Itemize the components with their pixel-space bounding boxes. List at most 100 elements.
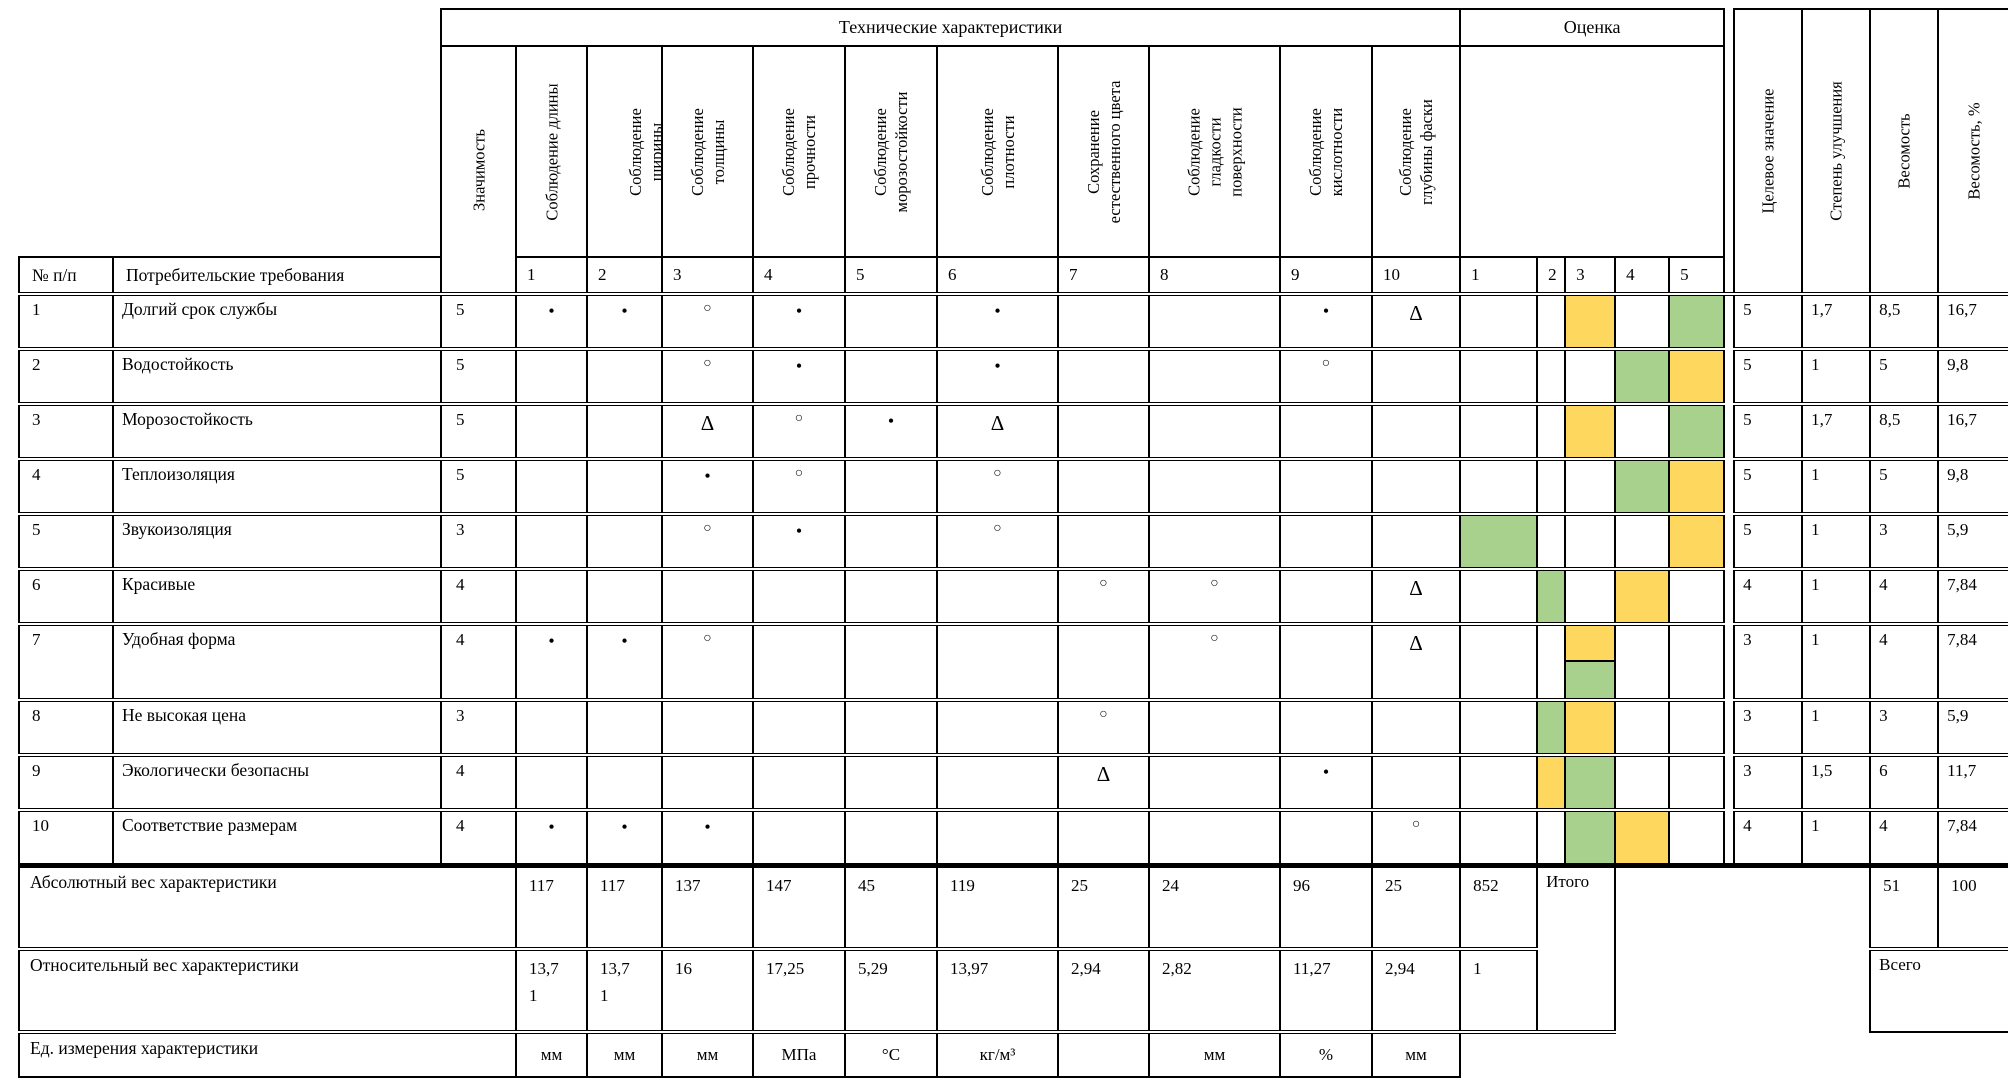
eval-cell — [1564, 347, 1617, 406]
weight-pct-value: 16,7 — [1937, 402, 2008, 461]
row-number: 5 — [18, 512, 114, 571]
significance-value: 3 — [440, 512, 517, 571]
eval-cell — [1459, 402, 1539, 461]
relation-symbol-cell — [752, 753, 846, 812]
weight-value: 8,5 — [1869, 292, 1940, 351]
unit-value: МПа — [752, 1031, 846, 1078]
relation-symbol-cell — [752, 698, 846, 757]
relation-symbol-cell: • — [1279, 292, 1373, 351]
relation-symbol-cell — [586, 512, 663, 571]
relation-symbol-cell — [844, 622, 938, 702]
tech-column-label: Сохранение естественного цвета — [1083, 80, 1124, 223]
absolute-weight-total: 852 — [1459, 862, 1539, 951]
tech-column-label: Соблюдение длины — [542, 82, 561, 221]
relation-symbol-cell — [515, 753, 588, 812]
blank-area — [1615, 949, 1669, 1032]
eval-highlight-cell — [1459, 512, 1539, 571]
tech-column-label: Соблюдение кислотности — [1306, 107, 1346, 196]
eval-cell — [1459, 622, 1539, 702]
column-header-improvement-label: Степень улучшения — [1826, 81, 1846, 221]
requirement-label: Красивые — [112, 567, 442, 626]
eval-cell — [1614, 753, 1671, 812]
relation-symbol-cell: Δ — [1370, 292, 1462, 351]
relation-symbol-cell — [1057, 347, 1150, 406]
eval-column-number: 4 — [1614, 256, 1671, 296]
eval-highlight-cell — [1614, 457, 1671, 516]
tech-column-number: 4 — [752, 256, 846, 296]
relation-symbol-cell: ○ — [1148, 622, 1281, 702]
relation-symbol-cell: Δ — [936, 402, 1059, 461]
eval-highlight-cell — [1564, 698, 1617, 757]
relation-symbol-cell — [1370, 698, 1462, 757]
eval-cell — [1459, 753, 1539, 812]
weight-value: 5 — [1869, 347, 1940, 406]
tech-column-label: Соблюдение гладкости поверхности — [1184, 106, 1245, 197]
eval-highlight-cell — [1536, 753, 1567, 812]
relation-symbol-cell — [936, 698, 1059, 757]
tech-column-number: 7 — [1057, 256, 1150, 296]
tech-column-header-3: Соблюдение толщины — [661, 45, 754, 258]
relative-weight-value: 2,94 — [1057, 948, 1150, 1034]
relative-weight-value: 11,27 — [1279, 948, 1373, 1034]
relation-symbol-cell — [844, 698, 938, 757]
relation-symbol-cell: • — [752, 292, 846, 351]
row-number-column-header: № п/п — [18, 256, 114, 296]
weight-value: 4 — [1869, 622, 1940, 702]
tech-column-number: 10 — [1370, 256, 1462, 296]
relation-symbol-cell: • — [936, 292, 1059, 351]
relative-weight-value: 17,25 — [752, 948, 846, 1034]
relative-weight-total: 1 — [1459, 948, 1539, 1034]
relative-weight-label: Относительный вес характеристики — [18, 948, 517, 1034]
eval-cell — [1536, 292, 1567, 351]
weight-pct-value: 7,84 — [1937, 567, 2008, 626]
tech-column-label: Соблюдение ширины — [625, 107, 662, 196]
eval-highlight-cell-split — [1564, 622, 1617, 702]
eval-cell — [1668, 698, 1726, 757]
relation-symbol-cell — [1370, 512, 1462, 571]
relation-symbol-cell — [515, 457, 588, 516]
relation-symbol-cell — [844, 457, 938, 516]
row-number: 9 — [18, 753, 114, 812]
spacer-cell — [1723, 257, 1736, 296]
target-value: 5 — [1733, 347, 1804, 406]
relation-symbol-cell: ○ — [661, 622, 754, 702]
table-row: 2 Водостойкость 5 ○ • • ○ 5 1 5 9,8 — [18, 347, 2008, 406]
tech-column-label: Соблюдение прочности — [779, 107, 819, 196]
relation-symbol-cell: • — [1279, 753, 1373, 812]
requirement-label: Соответствие размерам — [112, 808, 442, 867]
eval-cell — [1668, 753, 1726, 812]
tech-column-label: Соблюдение плотности — [977, 107, 1018, 196]
relation-symbol-cell: • — [515, 622, 588, 702]
relation-symbol-cell: ○ — [936, 457, 1059, 516]
tech-column-header-8: Соблюдение гладкости поверхности — [1148, 45, 1281, 258]
relation-symbol-cell — [1148, 808, 1281, 867]
absolute-weight-value: 25 — [1057, 862, 1150, 951]
relation-symbol-cell: • — [752, 347, 846, 406]
row-number: 4 — [18, 457, 114, 516]
relation-symbol-cell — [752, 622, 846, 702]
spacer-cell — [1723, 700, 1736, 755]
relation-symbol-cell: Δ — [1370, 567, 1462, 626]
blank-area — [19, 46, 441, 257]
row-number: 10 — [18, 808, 114, 867]
relation-symbol-cell — [586, 698, 663, 757]
eval-highlight-cell — [1564, 292, 1617, 351]
eval-cell — [1536, 512, 1567, 571]
eval-cell — [1536, 347, 1567, 406]
table-row: 9 Экологически безопасны 4 Δ • 3 1,5 6 11,7 — [18, 753, 2008, 812]
blank-area — [1460, 1032, 2008, 1077]
target-value: 5 — [1733, 512, 1804, 571]
relation-symbol-cell — [752, 567, 846, 626]
relation-symbol-cell — [936, 808, 1059, 867]
eval-highlight-cell — [1536, 698, 1567, 757]
tech-column-header-10: Соблюдение глубины фаски — [1370, 45, 1462, 258]
absolute-weight-value: 119 — [936, 862, 1059, 951]
improvement-value: 1 — [1801, 808, 1872, 867]
tech-column-label: Соблюдение морозостойкости — [871, 91, 911, 212]
column-header-weight-pct-label: Весомость, % — [1964, 102, 1984, 200]
blank-area — [1669, 949, 1724, 1032]
relation-symbol-cell: ○ — [661, 347, 754, 406]
relation-symbol-cell: • — [844, 402, 938, 461]
column-header-significance-label: Значимость — [469, 128, 488, 211]
significance-value: 4 — [440, 622, 517, 702]
